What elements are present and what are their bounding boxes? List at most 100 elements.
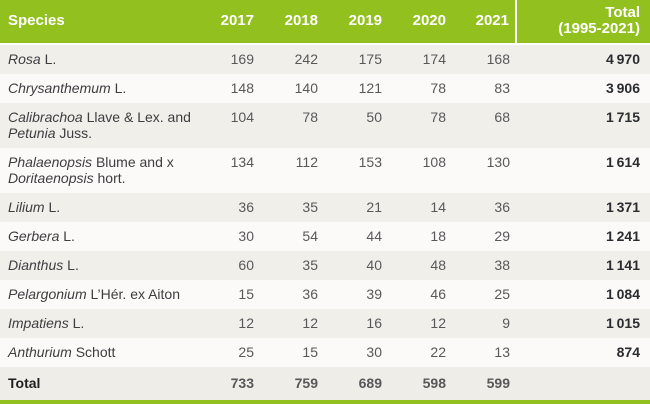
species-authority: L’Hér. ex Aiton [86,286,181,302]
species-cell: Pelargonium L’Hér. ex Aiton [0,280,196,309]
year-value-cell: 44 [366,228,382,244]
year-value-cell: 134 [230,154,254,170]
table-row: Calibrachoa Llave & Lex. and Petunia Juss… [0,103,650,148]
species-authority: L. [110,80,127,96]
total-value-cell: 4 970 [606,51,640,67]
species-cell: Impatiens L. [0,309,196,338]
species-genus-name: Impatiens [8,315,69,331]
species-authority: L. [44,199,61,215]
total-row-value-2021: 599 [486,375,510,391]
year-value-cell: 12 [238,315,254,331]
year-value-cell: 35 [302,257,318,273]
species-cell: Calibrachoa Llave & Lex. and Petunia Juss… [0,103,196,148]
year-value-cell: 30 [366,344,382,360]
species-authority: hort. [93,170,126,186]
year-value-cell: 112 [295,154,318,170]
year-value-cell: 78 [302,109,318,125]
species-authority: Blume and x [92,154,174,170]
species-cell: Lilium L. [0,193,196,222]
year-value-cell: 168 [486,51,510,67]
total-value-cell: 1 015 [606,315,640,331]
year-value-cell: 48 [430,257,446,273]
table-row: Chrysanthemum L. 148 140 121 78 83 3 906 [0,74,650,103]
year-value-cell: 25 [238,344,254,360]
year-value-cell: 40 [366,257,382,273]
year-value-cell: 68 [494,109,510,125]
year-value-cell: 50 [366,109,382,125]
total-value-cell: 1 371 [606,199,640,215]
total-row-value-2018: 759 [294,375,318,391]
species-authority: L. [59,228,75,244]
species-cell: Anthurium Schott [0,338,196,367]
year-value-cell: 153 [358,154,382,170]
species-genus-name: Lilium [8,199,45,215]
year-value-cell: 38 [494,257,510,273]
year-value-cell: 25 [494,286,510,302]
year-value-cell: 78 [430,80,446,96]
total-value-cell: 1 084 [606,286,640,302]
species-genus-name: Gerbera [8,228,60,244]
species-genus-name: Pelargonium [8,286,87,302]
species-genus-name: Rosa [8,51,41,67]
year-value-cell: 54 [302,228,318,244]
year-value-cell: 130 [486,154,510,170]
header-year-2017: 2017 [196,0,260,45]
header-year-2021: 2021 [452,0,516,45]
year-value-cell: 14 [430,199,446,215]
species-authority: Llave & Lex. and [82,109,191,125]
species-genus-name: Petunia [8,125,56,141]
header-species: Species [0,0,196,45]
species-genus-name: Chrysanthemum [8,80,111,96]
total-row: Total 733 759 689 598 599 [0,367,650,403]
table-row: Impatiens L. 12 12 16 12 9 1 015 [0,309,650,338]
year-value-cell: 16 [366,315,382,331]
year-value-cell: 36 [494,199,510,215]
species-genus-name: Calibrachoa [8,109,83,125]
year-value-cell: 29 [494,228,510,244]
header-year-2018: 2018 [260,0,324,45]
year-value-cell: 15 [302,344,318,360]
year-value-cell: 46 [430,286,446,302]
year-value-cell: 39 [366,286,382,302]
total-row-value-2020: 598 [422,375,446,391]
year-value-cell: 12 [302,315,318,331]
year-value-cell: 148 [230,80,254,96]
year-value-cell: 35 [302,199,318,215]
table-row: Rosa L. 169 242 175 174 168 4 970 [0,44,650,74]
table-body: Rosa L. 169 242 175 174 168 4 970 Chrysanthemum… [0,44,650,367]
year-value-cell: 242 [294,51,318,67]
species-authority: L. [63,257,79,273]
table-row: Lilium L. 36 35 21 14 36 1 371 [0,193,650,222]
year-value-cell: 108 [422,154,446,170]
header-year-2019: 2019 [324,0,388,45]
species-cell: Chrysanthemum L. [0,74,196,103]
table-row: Anthurium Schott 25 15 30 22 13 874 [0,338,650,367]
total-row-value-2017: 733 [230,375,254,391]
total-row-value-2019: 689 [358,375,382,391]
species-genus-name: Doritaenopsis [8,170,94,186]
species-genus-name: Phalaenopsis [8,154,93,170]
species-cell: Gerbera L. [0,222,196,251]
species-genus-name: Anthurium [8,344,72,360]
species-cell: Phalaenopsis Blume and x Doritaenopsis ho… [0,148,196,193]
year-value-cell: 174 [422,51,446,67]
total-row-grand-total [516,367,650,403]
year-value-cell: 30 [238,228,254,244]
total-row-label: Total [8,375,41,391]
year-value-cell: 104 [230,109,254,125]
header-total: Total (1995-2021) [515,0,650,45]
species-authority: L. [40,51,57,67]
total-value-cell: 1 141 [606,257,640,273]
total-value-cell: 1 614 [606,154,640,170]
table-row: Dianthus L. 60 35 40 48 38 1 141 [0,251,650,280]
species-authority: Schott [71,344,116,360]
year-value-cell: 9 [502,315,510,331]
year-value-cell: 36 [302,286,318,302]
total-value-cell: 1 715 [606,109,640,125]
header-total-line2: (1995-2021) [558,20,640,37]
species-authority: Juss. [55,125,93,141]
year-value-cell: 78 [430,109,446,125]
total-value-cell: 3 906 [606,80,640,96]
